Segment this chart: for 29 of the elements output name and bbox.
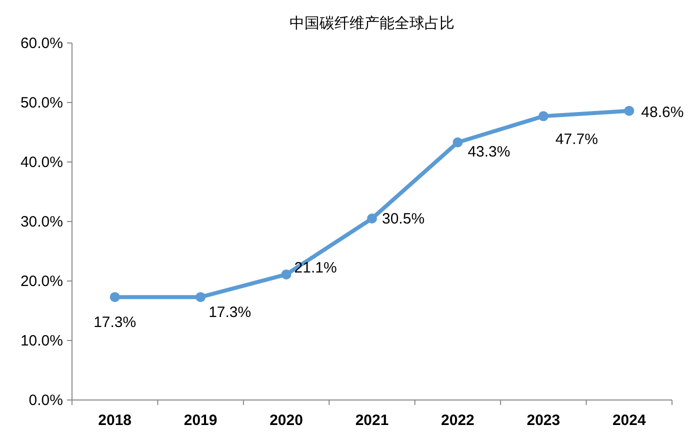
y-tick-label: 0.0% bbox=[28, 392, 63, 409]
point bbox=[281, 269, 292, 280]
x-tick-label: 2018 bbox=[98, 412, 132, 429]
x-tick-label: 2024 bbox=[612, 412, 646, 429]
chart-title: 中国碳纤维产能全球占比 bbox=[290, 15, 454, 32]
y-tick-label: 20.0% bbox=[20, 273, 63, 290]
point bbox=[538, 111, 548, 122]
data-label: 21.1% bbox=[294, 259, 337, 276]
y-tick-label: 60.0% bbox=[20, 35, 63, 52]
y-tick-label: 50.0% bbox=[20, 94, 63, 112]
point bbox=[452, 137, 463, 148]
x-tick-label: 2019 bbox=[184, 412, 218, 429]
x-tick-label: 2020 bbox=[270, 412, 303, 429]
x-tick-label: 2022 bbox=[441, 412, 474, 429]
data-label: 17.3% bbox=[94, 314, 136, 332]
data-label: 30.5% bbox=[382, 210, 425, 228]
point bbox=[110, 292, 120, 302]
data-label: 43.3% bbox=[468, 143, 510, 160]
x-tick-label: 2023 bbox=[526, 412, 560, 429]
y-tick-label: 10.0% bbox=[20, 332, 63, 350]
data-label: 48.6% bbox=[641, 104, 684, 121]
point bbox=[196, 292, 206, 302]
y-tick-label: 30.0% bbox=[20, 214, 63, 230]
data-label: 17.3% bbox=[208, 304, 252, 322]
data-label: 47.7% bbox=[555, 131, 598, 148]
point bbox=[624, 106, 634, 116]
x-tick-label: 2021 bbox=[355, 412, 389, 429]
point bbox=[367, 214, 377, 224]
y-tick-label: 40.0% bbox=[20, 154, 63, 171]
